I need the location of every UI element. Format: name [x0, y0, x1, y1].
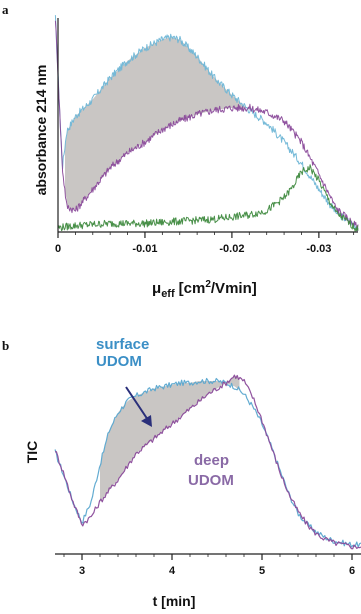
panel-a-xlabel-mu: μ — [152, 280, 161, 297]
annotation-deep-line1: deep — [194, 452, 229, 469]
panel-b-letter: b — [2, 338, 9, 353]
panel-a-xlabel-tail: /Vmin] — [211, 280, 257, 297]
x-tick-label: 6 — [349, 565, 355, 577]
panel-a-letter: a — [2, 2, 9, 17]
panel-b-shaded-difference — [100, 375, 240, 502]
shaded-area — [65, 37, 245, 210]
panel-a-xlabel-units: [cm — [179, 280, 206, 297]
shaded-area — [100, 375, 240, 502]
series-line-surface — [54, 377, 361, 548]
x-tick-label: -0.02 — [219, 243, 244, 255]
panel-a-xlabel: μeff [cm2/Vmin] — [152, 279, 257, 300]
panel-b-ylabel: TIC — [24, 441, 40, 464]
series-line-purple — [54, 20, 359, 232]
annotation-surface-line2: UDOM — [96, 353, 142, 370]
x-tick-label: 4 — [169, 565, 176, 577]
panel-a-axes: 0 -0.01 -0.02 -0.03 — [55, 18, 358, 255]
x-tick-label: 3 — [79, 565, 85, 577]
annotation-deep-line2: UDOM — [188, 472, 234, 489]
panel-a-ylabel: absorbance 214 nm — [33, 65, 49, 196]
panel-b: b TIC 3 4 5 6 surface UDOM deep UDOM t [min… — [2, 336, 361, 609]
panel-b-xlabel: t [min] — [153, 593, 196, 609]
x-tick-label: -0.01 — [132, 243, 157, 255]
annotation-arrow-shaft — [125, 386, 149, 421]
annotation-arrow-head — [141, 415, 152, 427]
panel-a-xlabel-sub: eff — [161, 288, 175, 300]
panel-a-shaded-difference — [65, 37, 245, 210]
panel-a-series-group — [54, 15, 359, 232]
x-tick-label: -0.03 — [306, 243, 331, 255]
panel-b-axes: 3 4 5 6 — [55, 553, 361, 577]
x-tick-label: 0 — [55, 243, 61, 255]
series-line-green — [57, 164, 359, 232]
panel-b-series-group — [54, 374, 361, 550]
x-tick-label: 5 — [259, 565, 265, 577]
series-line-blue — [54, 15, 359, 232]
panel-a: a absorbance 214 nm 0 -0.01 -0.02 -0.03 μef… — [2, 2, 359, 300]
panel-a-xlabel-exp: 2 — [205, 279, 211, 290]
series-line-deep — [54, 374, 361, 550]
annotation-surface-line1: surface — [96, 336, 149, 353]
